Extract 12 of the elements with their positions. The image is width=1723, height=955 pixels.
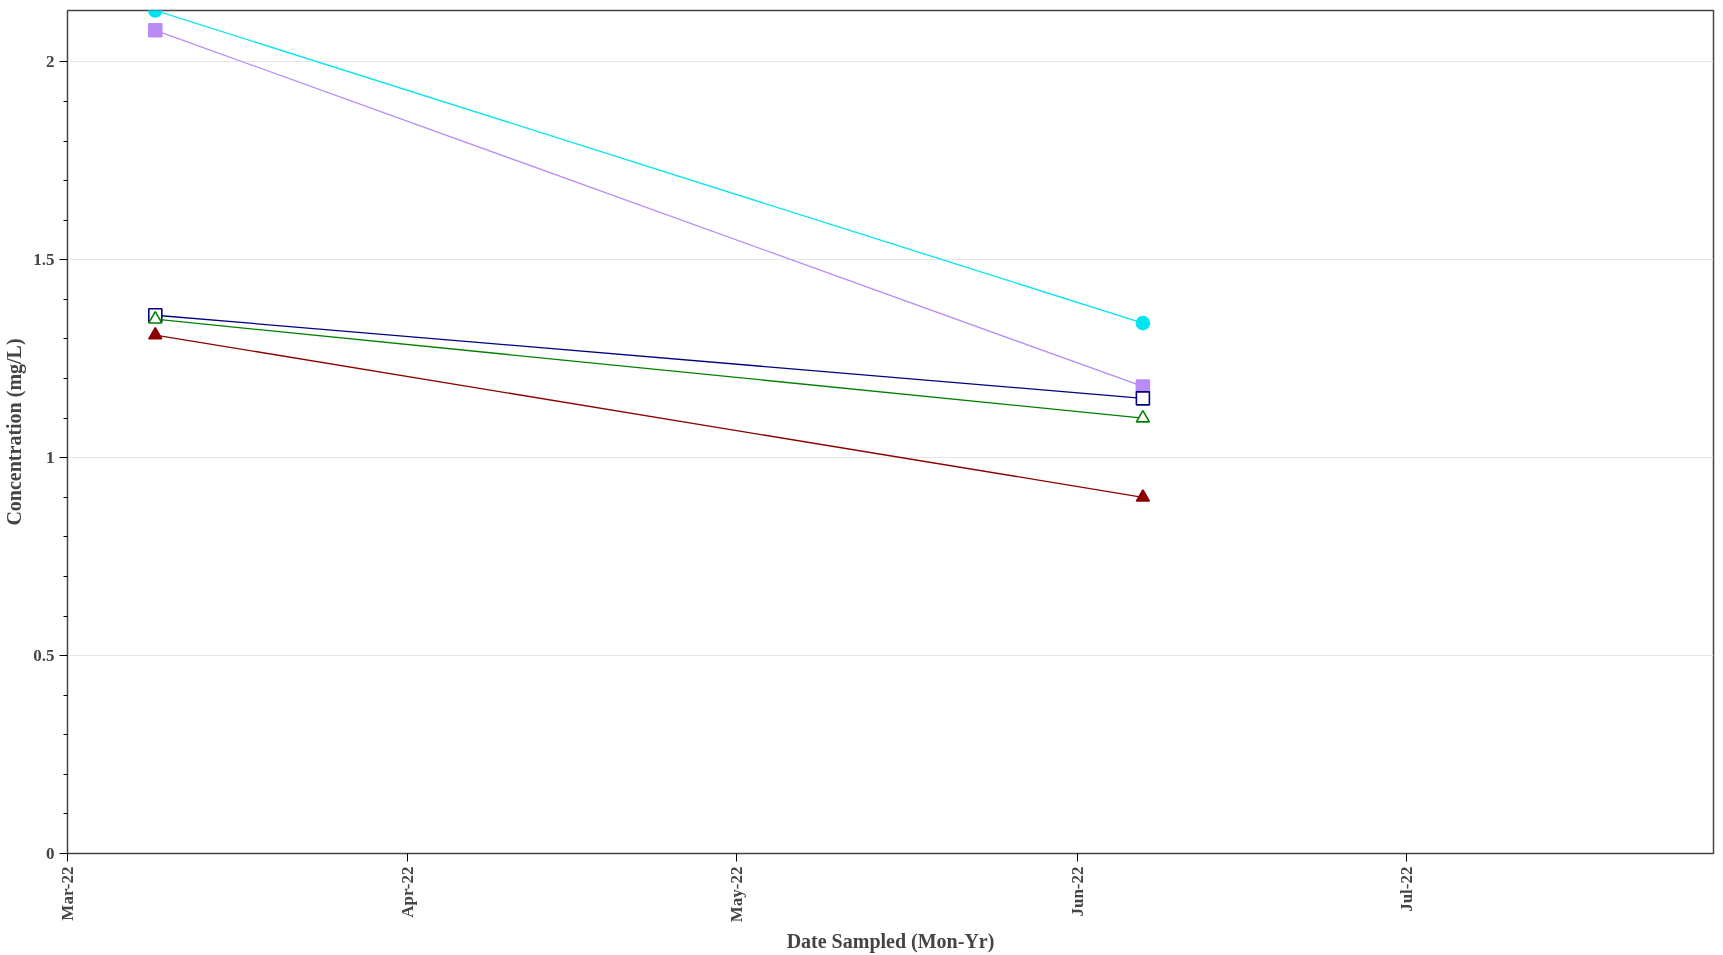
x-tick-label: Mar-22 — [58, 866, 77, 921]
x-tick-label: Apr-22 — [398, 866, 418, 918]
y-tick-label: 1.5 — [33, 250, 55, 270]
x-tick-label: Jun-22 — [1067, 866, 1087, 917]
y-tick-label: 2 — [46, 52, 55, 72]
y-tick-label: 1 — [46, 448, 55, 468]
x-axis-title: Date Sampled (Mon-Yr) — [786, 930, 995, 954]
y-axis-title: Concentration (mg/L) — [3, 338, 27, 526]
x-tick-label: May-22 — [727, 866, 747, 923]
y-tick-label: 0.5 — [33, 646, 55, 666]
y-tick-label: 0 — [46, 844, 55, 863]
x-tick-label: Jul-22 — [1396, 866, 1416, 912]
